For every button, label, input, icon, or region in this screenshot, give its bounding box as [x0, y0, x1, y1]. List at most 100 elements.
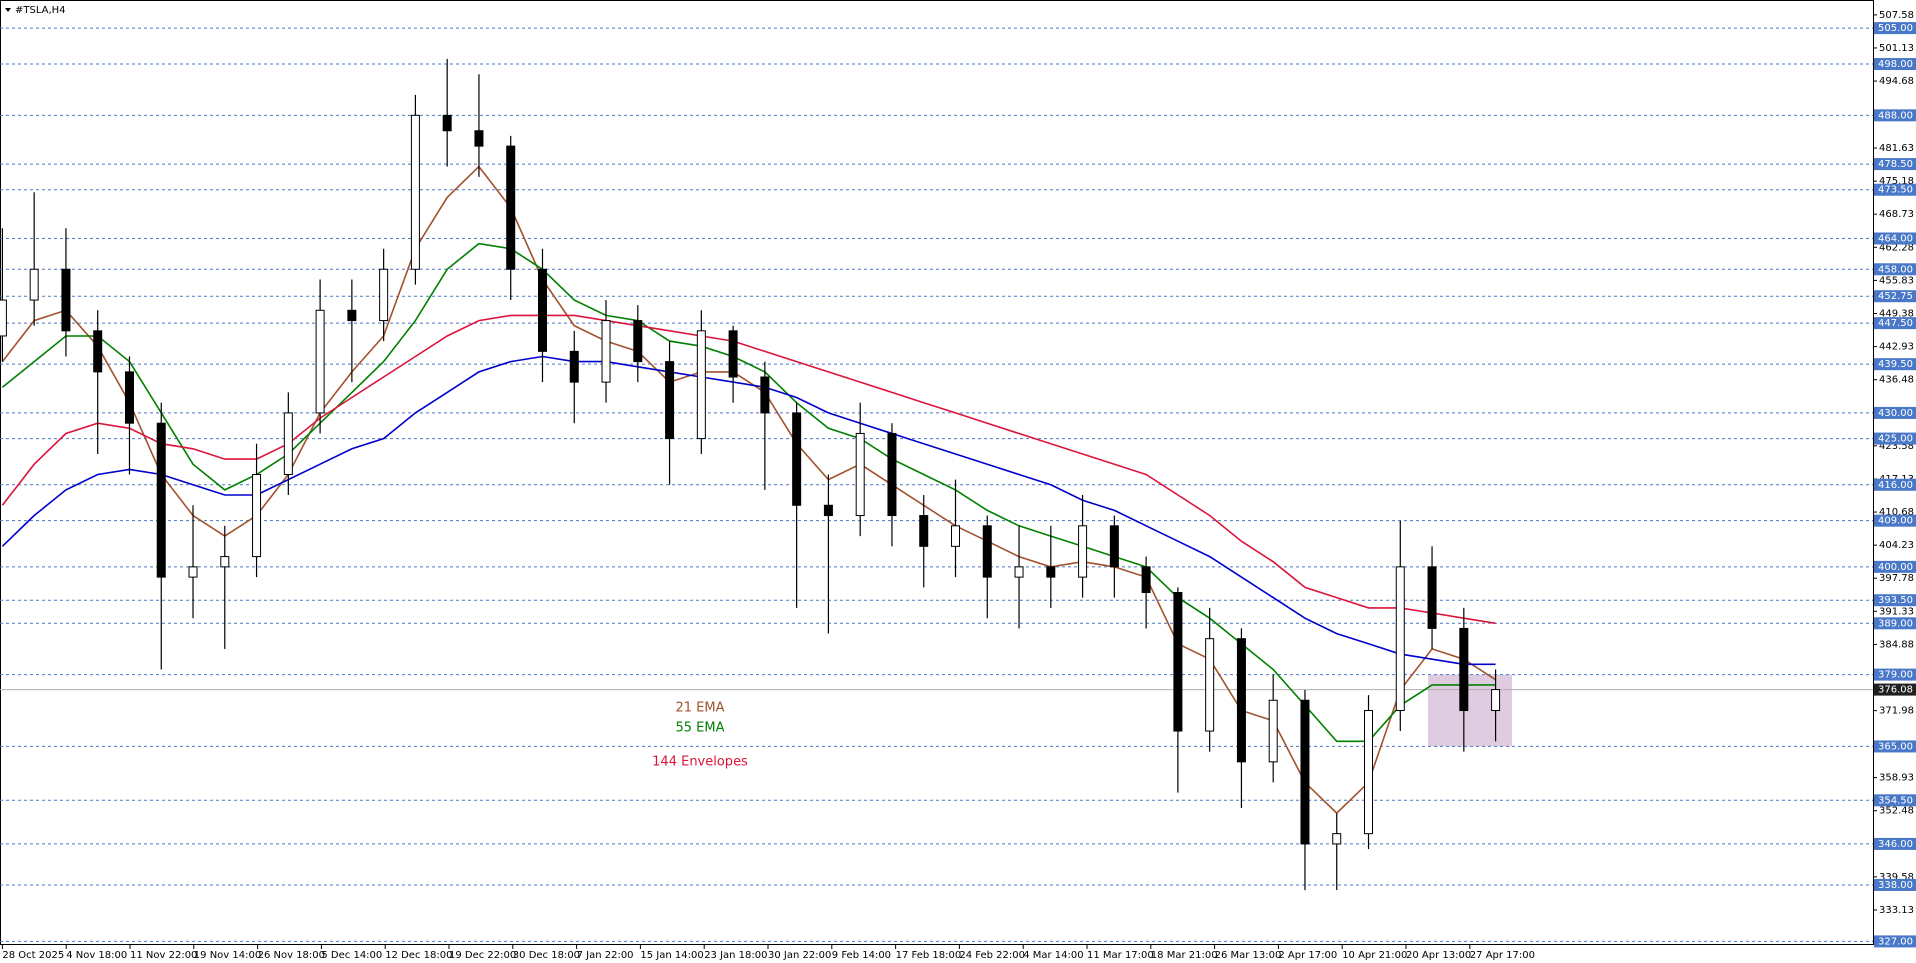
level-label-box — [1874, 794, 1916, 807]
candle-body — [1300, 699, 1310, 845]
x-tick-label: 4 Nov 18:00 — [66, 950, 127, 961]
candle-body — [537, 268, 547, 352]
candle-body — [1427, 566, 1437, 629]
y-tick-label: 462.28 — [1879, 242, 1914, 253]
ema-line — [1, 242, 1496, 743]
level-label-box — [1874, 935, 1916, 948]
x-tick-label: 27 Apr 17:00 — [1470, 950, 1535, 961]
candle-body — [29, 268, 39, 301]
y-tick-label: 494.68 — [1879, 76, 1914, 87]
x-tick-label: 30 Jan 22:00 — [768, 950, 831, 961]
level-label-box — [1874, 432, 1916, 445]
level-label: 354.50 — [1878, 795, 1913, 806]
ema-line — [1, 355, 1496, 666]
level-label: 393.50 — [1878, 595, 1913, 606]
candle-body — [93, 330, 103, 373]
candle-body — [633, 320, 643, 363]
level-label-box — [1874, 183, 1916, 196]
y-tick-label: 475.18 — [1879, 176, 1914, 187]
candle-body — [601, 320, 611, 383]
y-tick-label: 449.38 — [1879, 308, 1914, 319]
level-label: 425.00 — [1878, 434, 1913, 445]
level-label: 430.00 — [1878, 408, 1913, 419]
candle-body — [1046, 566, 1056, 578]
candle-body — [283, 412, 293, 475]
x-tick-label: 7 Jan 22:00 — [577, 950, 634, 961]
x-tick-label: 26 Mar 13:00 — [1215, 950, 1282, 961]
level-label: 400.00 — [1878, 562, 1913, 573]
x-tick-label: 24 Feb 22:00 — [959, 950, 1025, 961]
x-tick-label: 11 Nov 22:00 — [130, 950, 197, 961]
ema-line — [1, 314, 1496, 625]
candle-body — [823, 504, 833, 517]
y-tick-label: 436.48 — [1879, 375, 1914, 386]
level-label-box — [1874, 617, 1916, 630]
candle-body — [1364, 710, 1374, 835]
candle-body — [760, 376, 770, 414]
y-tick-label: 481.63 — [1879, 143, 1914, 154]
level-label: 409.00 — [1878, 516, 1913, 527]
level-label: 473.50 — [1878, 185, 1913, 196]
candle-body — [1205, 638, 1215, 732]
level-label-box — [1874, 263, 1916, 276]
x-tick-label: 23 Jan 18:00 — [704, 950, 767, 961]
candle-body — [728, 330, 738, 378]
indicator-label: 55 EMA — [676, 721, 725, 736]
candle-body — [1491, 689, 1501, 712]
y-tick-label: 384.88 — [1879, 639, 1914, 650]
x-tick-label: 10 Apr 21:00 — [1342, 950, 1407, 961]
menu-arrow[interactable] — [5, 8, 11, 12]
y-tick-label: 442.93 — [1879, 342, 1914, 353]
level-label: 327.00 — [1878, 936, 1913, 947]
candle-body — [474, 130, 484, 147]
candle-body — [315, 309, 325, 414]
candle-body — [569, 350, 579, 383]
x-tick-label: 5 Dec 14:00 — [321, 950, 382, 961]
x-tick-label: 12 Dec 18:00 — [385, 950, 452, 961]
candle-body — [1459, 627, 1469, 712]
level-label: 439.50 — [1878, 359, 1913, 370]
candle-body — [919, 515, 929, 547]
level-label: 379.00 — [1878, 670, 1913, 681]
level-label-box — [1874, 740, 1916, 753]
candle-body — [1173, 592, 1183, 732]
x-tick-label: 17 Feb 18:00 — [896, 950, 962, 961]
candle-body — [410, 114, 420, 270]
level-label-box — [1874, 514, 1916, 527]
y-tick-label: 404.23 — [1879, 540, 1914, 551]
level-label: 478.50 — [1878, 159, 1913, 170]
level-label-box — [1874, 478, 1916, 491]
indicator-label: 21 EMA — [676, 701, 725, 716]
y-tick-label: 339.58 — [1879, 872, 1914, 883]
candle-body — [124, 371, 134, 424]
level-label: 452.75 — [1878, 291, 1913, 302]
x-tick-label: 11 Mar 17:00 — [1087, 950, 1154, 961]
candle-body — [1332, 833, 1342, 845]
level-label-box — [1874, 668, 1916, 681]
y-tick-label: 333.13 — [1879, 905, 1914, 916]
level-label-box — [1874, 22, 1916, 35]
candle-body — [1268, 699, 1278, 763]
y-tick-label: 371.98 — [1879, 706, 1914, 717]
candle-body — [855, 432, 865, 517]
x-tick-label: 2 Apr 17:00 — [1278, 950, 1337, 961]
level-label-box — [1874, 560, 1916, 573]
level-label-box — [1874, 232, 1916, 245]
x-tick-label: 26 Nov 18:00 — [258, 950, 325, 961]
indicator-label: 144 Envelopes — [652, 755, 748, 770]
level-label-box — [1874, 109, 1916, 122]
y-tick-label: 410.68 — [1879, 507, 1914, 518]
level-label-box — [1874, 358, 1916, 371]
level-label: 488.00 — [1878, 110, 1913, 121]
level-label: 338.00 — [1878, 880, 1913, 891]
candle-body — [951, 525, 960, 547]
plot-frame — [0, 0, 1874, 945]
candle-body — [887, 432, 897, 517]
y-tick-label: 455.83 — [1879, 275, 1914, 286]
candle-body — [188, 566, 198, 578]
x-tick-label: 19 Nov 14:00 — [194, 950, 261, 961]
candle-body — [1078, 525, 1088, 578]
y-tick-label: 501.13 — [1879, 43, 1914, 54]
